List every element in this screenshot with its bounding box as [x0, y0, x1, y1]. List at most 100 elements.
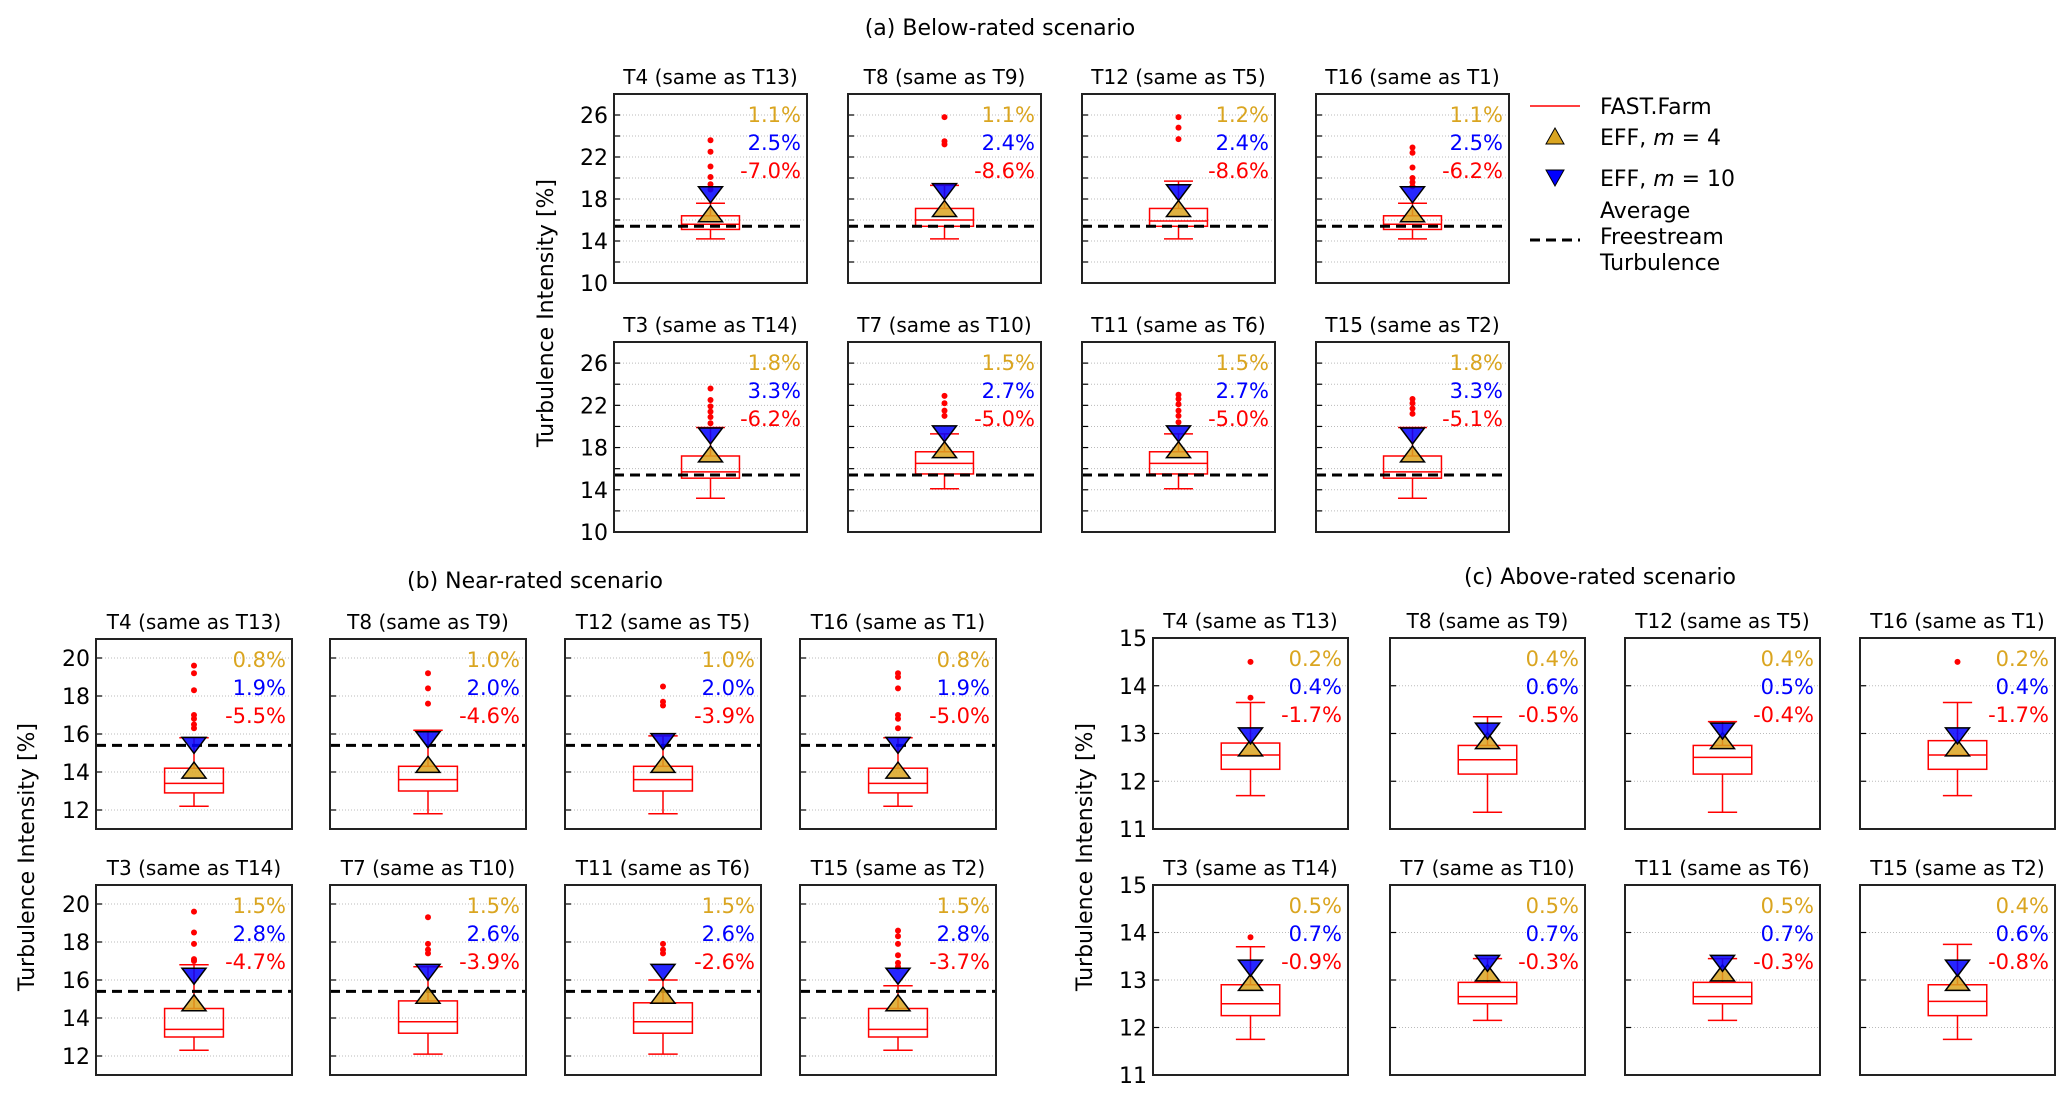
eff-m4-marker: [1165, 199, 1192, 218]
flier-point: [191, 662, 197, 669]
axes-frame: [1624, 884, 1821, 1076]
annotation-eff-m10: 0.5%: [1761, 675, 1814, 699]
y-tick-label: 11: [1119, 818, 1147, 843]
subplot-title: T8 (same as T9): [1406, 609, 1569, 633]
axes-frame: [1389, 637, 1586, 830]
subplot-title: T3 (same as T14): [1162, 856, 1337, 880]
annotation-eff-m10: 1.9%: [937, 676, 990, 700]
flier-point: [707, 163, 714, 170]
annotation-eff-m4: 1.0%: [467, 648, 520, 672]
panel-c-ylabel: Turbulence Intensity [%]: [1073, 723, 1098, 992]
subplot-title: T15 (same as T2): [1324, 313, 1499, 337]
annotation-eff-m10: 0.4%: [1996, 675, 2049, 699]
flier-point: [895, 712, 901, 718]
box-iqr: [1692, 744, 1753, 775]
flier-point: [707, 173, 714, 180]
eff-m10-marker: [1165, 425, 1192, 444]
eff-m10-marker: [1399, 427, 1426, 446]
annotation-eff-m4: 0.2%: [1996, 647, 2049, 671]
subplot-title: T8 (same as T9): [863, 65, 1026, 89]
annotation-eff-m10: 2.7%: [982, 379, 1035, 403]
flier-point: [895, 959, 901, 966]
legend-freestream-label-3: Turbulence: [1599, 251, 1720, 276]
annotation-eff-m4: 1.1%: [748, 103, 801, 127]
flier-point: [1175, 396, 1182, 402]
subplot-a-6: T7 (same as T10) 1.5% 2.7% -5.0%: [847, 313, 1042, 533]
flier-point: [191, 956, 197, 963]
annotation-eff-m10: 2.0%: [467, 676, 520, 700]
y-tick-label: 11: [1119, 1064, 1147, 1089]
legend-freestream-label-2: Freestream: [1600, 225, 1724, 250]
subplot-title: T12 (same as T5): [575, 610, 750, 634]
subplot-title: T4 (same as T13): [1162, 609, 1337, 633]
eff-m4-marker: [649, 755, 677, 774]
flier-point: [425, 685, 431, 692]
annotation-eff-m10: 2.8%: [937, 922, 990, 946]
eff-m4-marker: [697, 444, 724, 463]
eff-m4-marker: [1944, 738, 1971, 757]
subplot-title: T11 (same as T6): [1634, 856, 1809, 880]
panel-c-title: (c) Above-rated scenario: [1464, 565, 1736, 590]
flier-point: [191, 940, 197, 947]
eff-m4-marker: [1944, 973, 1971, 992]
flier-point: [1247, 934, 1254, 941]
y-tick-label: 12: [1119, 770, 1147, 795]
annotation-eff-m4: 0.2%: [1289, 647, 1342, 671]
flier-point: [191, 721, 197, 728]
subplot-c-8: T15 (same as T2) 0.4% 0.6% -0.8%: [1859, 856, 2056, 1076]
flier-point: [191, 929, 197, 936]
eff-m10-marker: [1474, 722, 1501, 741]
y-tick-label: 18: [62, 931, 90, 956]
annotation-eff-m10: 0.7%: [1289, 922, 1342, 946]
eff-m4-marker: [931, 440, 958, 459]
annotation-fastfarm-diff: -3.9%: [459, 950, 520, 974]
eff-m10-marker: [1944, 959, 1971, 978]
panel-b-title: (b) Near-rated scenario: [407, 569, 663, 594]
subplot-title: T7 (same as T10): [340, 856, 515, 880]
flier-point: [941, 392, 948, 399]
eff-m10-marker: [884, 736, 912, 755]
annotation-eff-m4: 1.5%: [467, 894, 520, 918]
annotation-eff-m4: 1.5%: [1216, 351, 1269, 375]
axes-frame: [1315, 341, 1510, 533]
subplot-title: T11 (same as T6): [1090, 313, 1265, 337]
flier-point: [941, 412, 948, 419]
annotation-eff-m10: 3.3%: [1450, 379, 1503, 403]
eff-m10-marker: [697, 427, 724, 446]
flier-point: [1409, 405, 1416, 412]
eff-m10-marker: [180, 967, 208, 986]
flier-point: [425, 914, 431, 921]
subplot-b-8: T15 (same as T2) 1.5% 2.8% -3.7%: [799, 856, 997, 1076]
y-tick-label: 18: [580, 437, 608, 462]
annotation-eff-m10: 2.6%: [702, 922, 755, 946]
axes-frame: [1859, 637, 2056, 830]
annotation-eff-m4: 1.8%: [748, 351, 801, 375]
annotation-eff-m10: 0.4%: [1289, 675, 1342, 699]
box-iqr: [867, 1007, 929, 1038]
annotation-fastfarm-diff: -2.6%: [694, 950, 755, 974]
legend-eff-m4-marker: [1545, 126, 1565, 145]
subplot-a-1: 10 14 18 22 26 T4 (same as T13) 1.1% 2.5% -7.0%: [580, 65, 808, 297]
annotation-eff-m10: 2.5%: [1450, 131, 1503, 155]
flier-point: [941, 400, 948, 407]
subplot-c-4: T16 (same as T1) 0.2% 0.4% -1.7%: [1859, 609, 2056, 830]
annotation-eff-m10: 0.7%: [1526, 922, 1579, 946]
axes-frame: [95, 638, 293, 830]
eff-m10-marker: [414, 730, 442, 749]
eff-m10-marker: [884, 967, 912, 986]
eff-m4-marker: [931, 199, 958, 218]
y-tick-label: 12: [1119, 1017, 1147, 1042]
eff-m10-marker: [1709, 722, 1736, 741]
y-tick-label: 16: [62, 723, 90, 748]
y-tick-label: 13: [1119, 723, 1147, 748]
annotation-eff-m10: 2.4%: [982, 131, 1035, 155]
flier-point: [895, 685, 901, 692]
subplot-title: T8 (same as T9): [346, 610, 509, 634]
subplot-title: T12 (same as T5): [1090, 65, 1265, 89]
subplot-b-5: 12 14 16 18 20 T3 (same as T14) 1.5% 2.8% -4.7%: [62, 856, 293, 1076]
y-tick-label: 15: [1119, 874, 1147, 899]
annotation-eff-m10: 2.4%: [1216, 131, 1269, 155]
y-tick-label: 20: [62, 647, 90, 672]
y-tick-label: 18: [580, 188, 608, 213]
panel-b-ylabel: Turbulence Intensity [%]: [15, 723, 40, 992]
